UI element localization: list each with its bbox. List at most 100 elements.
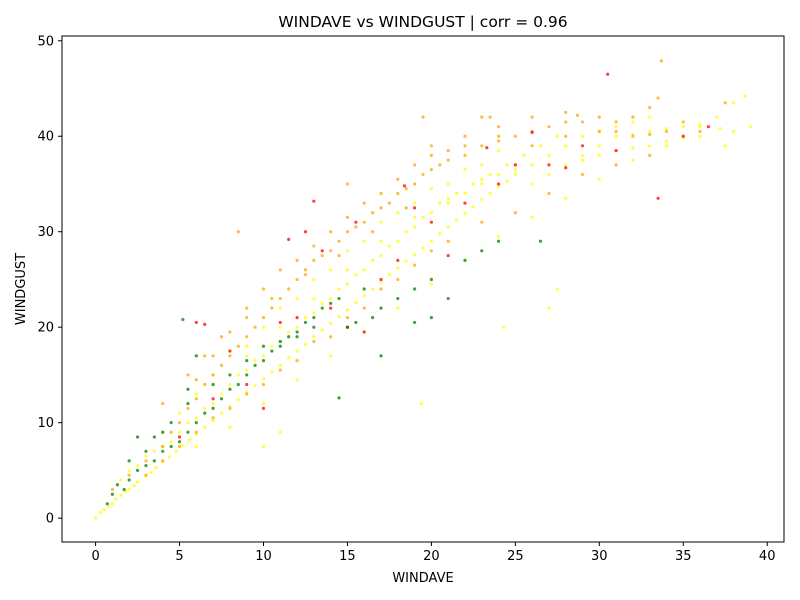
data-point [496,125,501,129]
data-point [236,230,240,234]
data-point [564,166,568,170]
data-point [194,416,198,420]
data-point [429,239,433,243]
data-point [144,473,148,477]
data-point [538,239,543,243]
plot-frame [61,35,785,543]
data-point [496,139,501,143]
data-point [194,430,198,434]
data-point [480,182,484,186]
data-point [194,378,198,382]
data-point [718,127,722,131]
data-point [463,144,467,148]
data-point [152,449,156,453]
data-point [429,220,433,224]
data-point [429,168,433,172]
data-point [345,230,350,234]
data-point [362,201,366,205]
data-point [219,363,224,367]
data-point [312,339,316,344]
data-point [371,316,375,320]
data-point [127,473,131,477]
data-point [362,268,366,272]
data-point [362,306,366,310]
data-point [119,478,123,482]
data-point [107,505,111,509]
data-point [413,287,417,291]
data-point [396,277,400,282]
data-point [421,246,425,250]
data-point [261,401,266,406]
data-point [564,144,568,148]
data-point [379,206,383,210]
data-point [732,129,736,134]
data-point [102,507,106,512]
data-point [480,115,484,119]
data-point [203,322,207,326]
data-point [135,480,140,484]
data-point [404,259,408,263]
data-point [236,382,240,387]
data-point [312,258,316,262]
data-point [253,325,257,329]
x-tick-label: 35 [675,549,692,564]
data-point [446,239,450,243]
data-point [295,335,299,339]
data-point [245,382,249,387]
data-point [488,191,492,196]
data-point [245,316,249,320]
data-point [429,144,433,148]
data-point [547,306,551,310]
data-point [228,330,232,334]
data-point [337,253,341,258]
data-point [471,205,475,209]
data-point [278,325,282,329]
data-point [127,459,131,463]
data-point [236,373,240,377]
data-point [580,120,585,124]
data-point [631,158,635,162]
data-point [419,401,423,406]
data-point [396,258,400,262]
data-point [648,106,652,110]
data-point [345,308,350,312]
data-point [110,492,114,496]
data-point [530,215,534,219]
data-point [446,158,450,162]
data-point [446,201,450,205]
data-point [597,115,601,119]
data-point [413,163,417,167]
data-point [270,349,274,353]
data-point [278,368,282,372]
data-point [656,196,660,200]
data-point [312,199,316,203]
data-point [329,335,333,339]
data-point [402,184,407,188]
data-point [446,182,450,186]
data-point [698,134,702,138]
data-point [152,459,156,463]
data-point [194,320,198,325]
x-axis-label: WINDAVE [392,571,453,586]
data-point [161,449,165,453]
data-point [614,129,618,134]
data-point [144,464,148,468]
data-point [715,115,719,119]
data-point [186,421,190,425]
data-point [228,373,232,377]
y-tick-label: 30 [37,225,54,240]
data-point [429,282,433,286]
data-point [115,483,120,487]
data-point [485,146,489,150]
data-point [379,239,383,243]
data-point [303,268,308,272]
data-point [379,253,383,258]
data-point [530,182,534,186]
data-point [681,120,685,124]
data-point [732,101,736,105]
data-point [371,211,375,215]
data-point [320,306,324,310]
data-point [287,335,291,339]
data-point [211,373,215,377]
data-point [421,172,425,177]
